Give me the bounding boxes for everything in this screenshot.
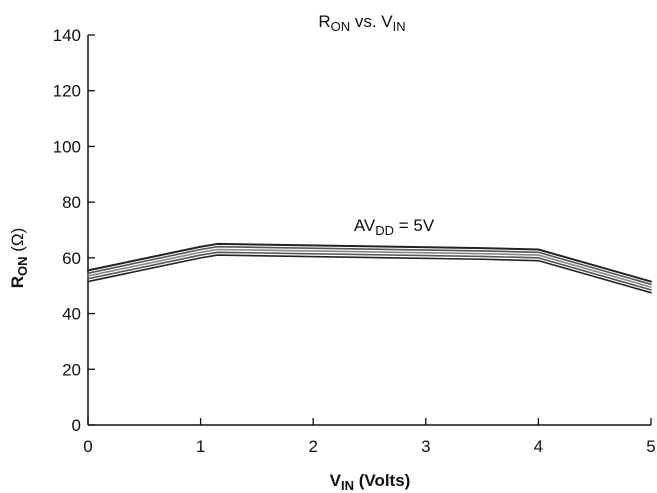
x-tick-label: 1 — [196, 437, 205, 456]
y-axis-label-rest: (Ω) — [8, 228, 27, 257]
x-tick-label: 5 — [646, 437, 655, 456]
series-group — [87, 242, 652, 294]
title-main: R — [318, 12, 330, 31]
chart-title: RON vs. VIN — [318, 12, 405, 34]
series-line-4 — [87, 251, 652, 291]
x-tick-label: 0 — [83, 437, 92, 456]
y-tick-label: 0 — [72, 416, 81, 435]
y-axis-label-main: R — [8, 276, 27, 288]
title-second-sub: IN — [393, 19, 406, 34]
title-second: V — [381, 12, 393, 31]
svg-text:RON vs. VIN: RON vs. VIN — [318, 12, 405, 34]
svg-text:RON (Ω): RON (Ω) — [8, 228, 30, 289]
svg-text:VIN (Volts): VIN (Volts) — [330, 471, 411, 493]
x-tick-label: 3 — [421, 437, 430, 456]
x-tick-label: 2 — [308, 437, 317, 456]
x-axis-label-sub: IN — [341, 478, 354, 493]
annotation-rest: = 5V — [394, 216, 435, 235]
series-line-3 — [87, 248, 652, 288]
x-axis-label-rest: (Volts) — [354, 471, 410, 490]
x-axis-label-main: V — [330, 471, 342, 490]
series-line-5 — [87, 254, 652, 294]
title-main-sub: ON — [331, 19, 351, 34]
annotation-main: AV — [354, 216, 376, 235]
y-tick-label: 20 — [62, 360, 81, 379]
x-tick-label: 4 — [534, 437, 543, 456]
series-line-2 — [87, 245, 652, 286]
title-middle: vs. — [350, 12, 381, 31]
x-axis-label: VIN (Volts) — [330, 471, 411, 493]
y-tick-label: 120 — [53, 82, 81, 101]
y-tick-label: 140 — [53, 26, 81, 45]
curve-annotation: AVDD = 5V — [354, 216, 435, 238]
y-axis-label-sub: ON — [15, 256, 30, 276]
annotation-sub: DD — [375, 223, 394, 238]
plot-area: 0 20 40 60 80 100 120 140 0 1 2 3 4 5 — [53, 26, 656, 456]
y-axis-label: RON (Ω) — [8, 228, 30, 289]
svg-text:AVDD = 5V: AVDD = 5V — [354, 216, 435, 238]
series-line-1 — [87, 242, 652, 283]
y-tick-label: 40 — [62, 305, 81, 324]
y-tick-label: 100 — [53, 137, 81, 156]
y-tick-label: 80 — [62, 193, 81, 212]
y-tick-label: 60 — [62, 249, 81, 268]
